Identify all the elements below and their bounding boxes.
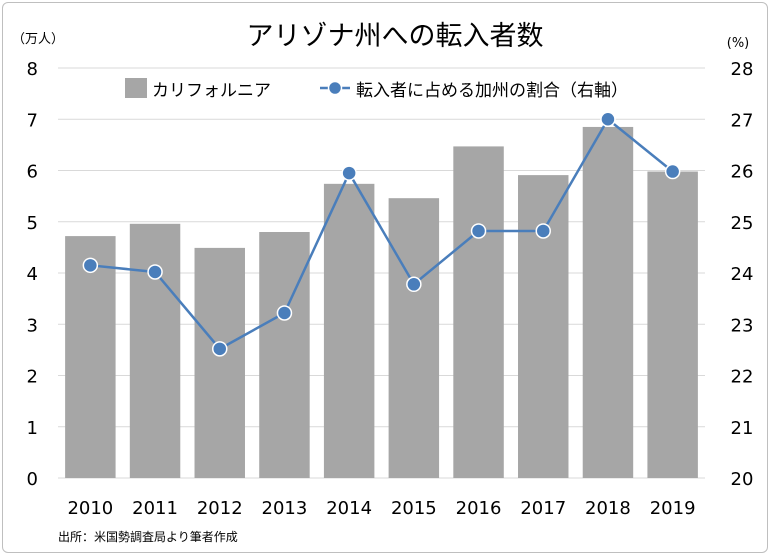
left-tick-label: 2 [27,367,38,388]
right-tick-label: 25 [731,213,754,234]
right-tick-label: 28 [731,59,754,80]
right-tick-label: 22 [731,367,754,388]
bar-2012 [194,247,245,478]
right-tick-label: 24 [731,264,754,285]
right-tick-label: 26 [731,162,754,183]
left-tick-label: 7 [27,110,38,131]
x-tick-label: 2015 [391,498,437,519]
bar-2019 [647,171,698,478]
share-point-2018 [600,111,616,127]
left-tick-label: 0 [27,469,38,490]
share-point-2015 [406,276,422,293]
bar-2014 [323,183,375,478]
bar-2017 [518,175,569,479]
source-note: 出所：米国勢調査局より筆者作成 [58,529,238,544]
left-tick-label: 8 [27,59,38,80]
bar-2013 [259,232,310,478]
x-tick-label: 2011 [132,498,178,519]
legend-line-label: 転入者に占める加州の割合（右軸） [356,81,628,101]
x-tick-label: 2014 [326,498,372,519]
left-tick-label: 6 [27,162,38,183]
left-tick-label: 4 [27,264,38,285]
bar-2015 [388,198,440,479]
x-tick-label: 2012 [197,498,243,519]
x-tick-label: 2010 [67,498,113,519]
right-axis-unit: (%) [727,36,750,51]
left-tick-label: 3 [27,315,38,336]
chart-title: アリゾナ州への転入者数 [247,21,544,52]
legend: カリフォルニア 転入者に占める加州の割合（右軸） [125,78,628,101]
line-series [82,111,681,357]
share-point-2011 [147,264,163,280]
share-point-2017 [535,223,551,239]
bar-2016 [453,146,504,478]
right-tick-label: 27 [731,110,754,131]
x-tick-label: 2017 [520,498,566,519]
left-tick-label: 1 [27,418,38,439]
x-tick-label: 2019 [650,498,696,519]
bar-2018 [582,126,634,478]
share-point-2010 [82,257,99,274]
right-tick-label: 21 [731,418,754,439]
legend-bar-label: カリフォルニア [152,81,271,101]
right-tick-label: 23 [731,315,754,336]
left-tick-label: 5 [27,213,38,234]
bar-series [65,126,698,479]
x-tick-label: 2018 [585,498,631,519]
share-line [90,117,674,351]
share-point-2016 [470,223,487,239]
bar-2011 [129,223,181,478]
x-tick-label: 2013 [262,498,308,519]
legend-line-marker [327,80,343,96]
left-axis-unit: （万人） [12,32,64,47]
x-tick-label: 2016 [456,498,502,519]
right-tick-label: 20 [731,469,754,490]
share-point-2013 [276,305,293,321]
bar-2010 [65,236,116,478]
share-point-2019 [664,163,681,180]
share-point-2014 [341,165,357,181]
legend-bar-swatch [125,78,147,98]
share-point-2012 [212,341,228,357]
